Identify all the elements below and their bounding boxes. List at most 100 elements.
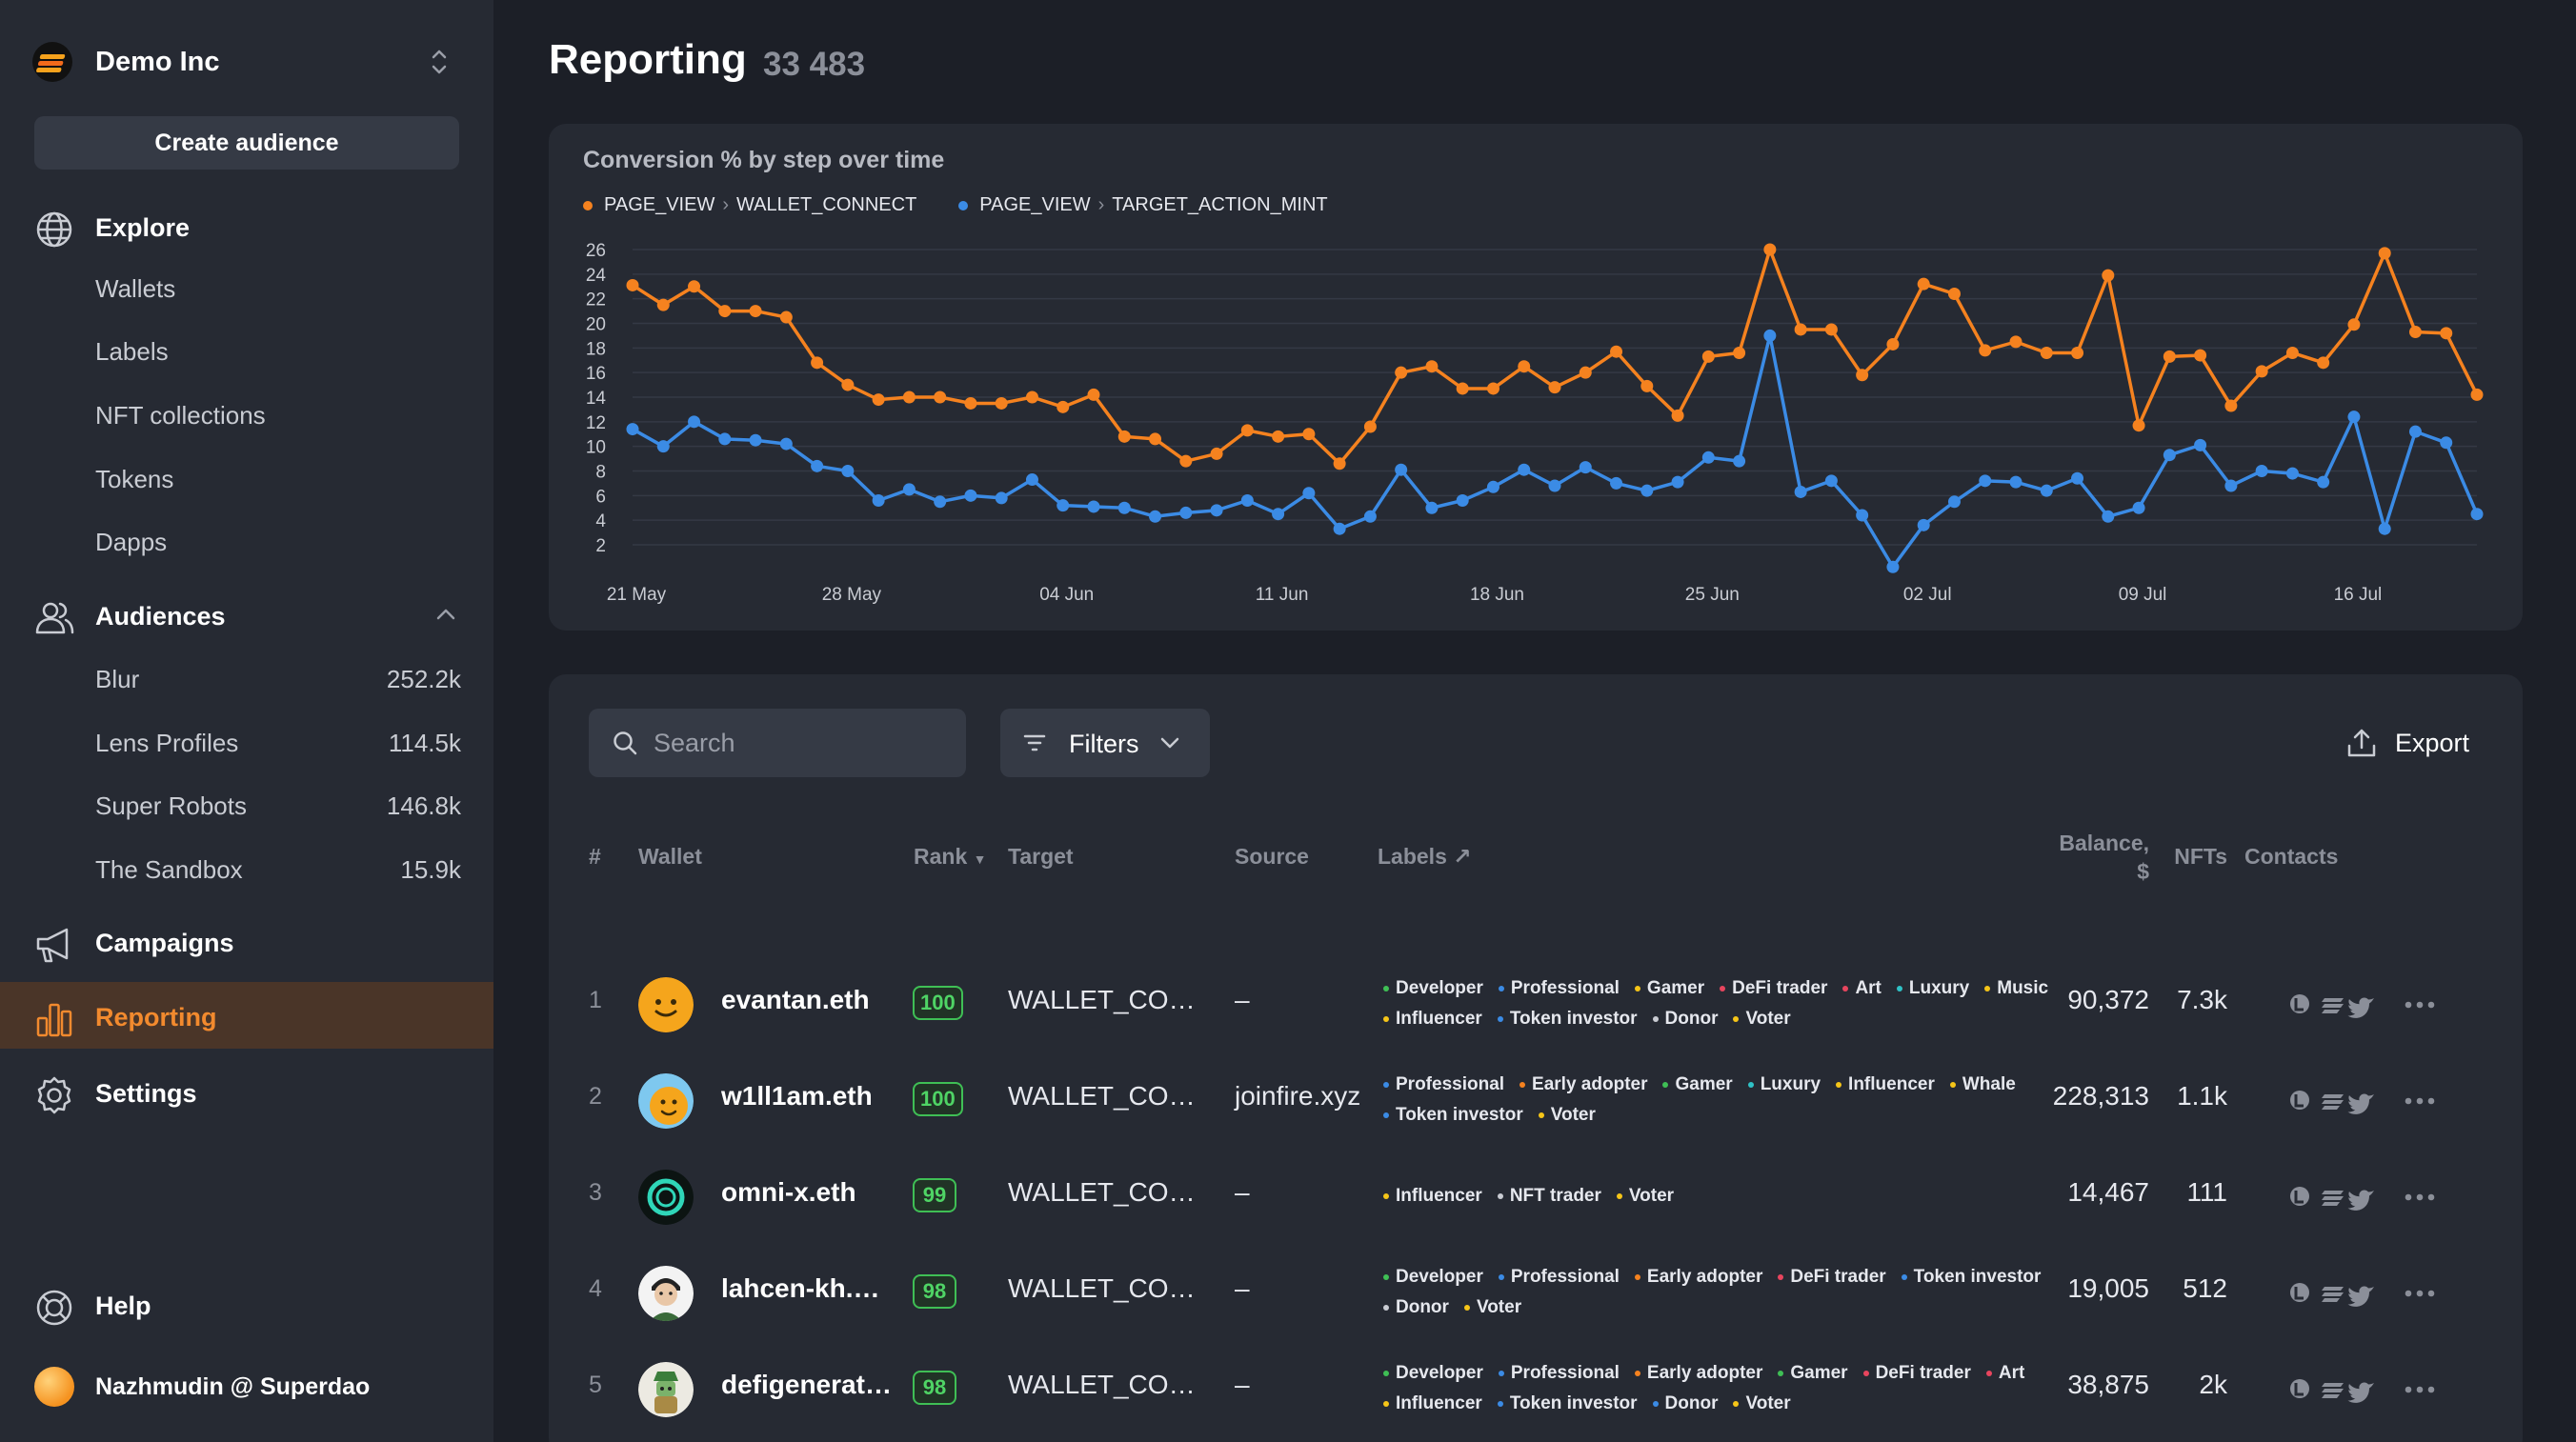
wallet-label-chip[interactable]: Professional <box>1383 1074 1504 1095</box>
more-dots-icon <box>2405 1193 2435 1201</box>
export-button[interactable]: Export <box>2345 716 2469 770</box>
wallet-label-chip[interactable]: Developer <box>1383 1267 1483 1288</box>
audience-item-super-robots[interactable]: Super Robots 146.8k <box>95 791 461 833</box>
search-input[interactable] <box>654 722 949 764</box>
table-row[interactable]: 2 w1ll1am.eth 100 WALLET_CONNECT joinfire.xy… <box>549 1052 2523 1148</box>
wallet-label-chip[interactable]: Luxury <box>1747 1074 1821 1095</box>
label-dot <box>1862 1371 1869 1376</box>
wallet-label-chip[interactable]: Luxury <box>1896 978 1969 999</box>
wallet-label-chip[interactable]: DeFi trader <box>1778 1267 1886 1288</box>
search-box[interactable] <box>589 709 966 777</box>
label-dot <box>1463 1305 1470 1311</box>
chevron-updown-icon[interactable] <box>429 46 450 78</box>
wallet-label-chip[interactable]: DeFi trader <box>1720 978 1827 999</box>
wallet-label-chip[interactable]: Professional <box>1498 1363 1620 1384</box>
nav-campaigns[interactable]: Campaigns <box>0 908 493 974</box>
wallet-label-chip[interactable]: Token investor <box>1383 1105 1523 1126</box>
wallet-label-chip[interactable]: NFT trader <box>1497 1186 1601 1207</box>
balance-value: 228,313 <box>2052 1081 2149 1111</box>
y-tick-label: 20 <box>586 315 606 335</box>
wallet-label-chip[interactable]: Donor <box>1652 1393 1718 1414</box>
wallet-label-chip[interactable]: Gamer <box>1662 1074 1733 1095</box>
table-row[interactable]: 4 lahcen-kh.eth 98 WALLET_CONNECT– Developer… <box>549 1245 2523 1340</box>
wallet-label-chip[interactable]: Donor <box>1652 1009 1718 1030</box>
audience-item-lens-profiles[interactable]: Lens Profiles 114.5k <box>95 729 461 771</box>
nav-help[interactable]: Help <box>0 1271 493 1337</box>
contacts-icons[interactable] <box>2286 987 2458 1021</box>
table-row[interactable]: 5 defigenerator.eth 98 WALLET_CONNECT– Devel… <box>549 1341 2523 1436</box>
wallet-name[interactable]: lahcen-kh.eth <box>721 1273 893 1303</box>
wallet-label-chip[interactable]: Voter <box>1538 1105 1596 1126</box>
header-wallet[interactable]: Wallet <box>638 844 702 869</box>
nav-item-nft-collections[interactable]: NFT collections <box>95 401 461 443</box>
header-target[interactable]: Target <box>1008 844 1074 869</box>
header-balance[interactable]: Balance, $ <box>2059 829 2149 886</box>
wallet-name[interactable]: defigenerator.eth <box>721 1370 893 1399</box>
wallet-label-chip[interactable]: Art <box>1985 1363 2024 1384</box>
header-labels[interactable]: Labels ↗ <box>1378 844 1472 870</box>
org-switcher[interactable]: Demo Inc <box>32 38 461 86</box>
contacts-icons[interactable] <box>2286 1275 2458 1310</box>
wallet-label-chip[interactable]: Gamer <box>1778 1363 1848 1384</box>
filters-button[interactable]: Filters <box>1000 709 1210 777</box>
wallet-label-chip[interactable]: Voter <box>1733 1009 1791 1030</box>
wallet-label-chip[interactable]: Gamer <box>1634 978 1704 999</box>
wallet-label-chip[interactable]: Token investor <box>1497 1009 1638 1030</box>
nav-item-dapps[interactable]: Dapps <box>95 528 461 570</box>
wallet-name[interactable]: evantan.eth <box>721 985 870 1014</box>
nav-explore[interactable]: Explore <box>0 192 493 259</box>
table-row[interactable]: 3 omni-x.eth 99 WALLET_CONNECT– Influencer NF… <box>549 1149 2523 1244</box>
nav-item-tokens[interactable]: Tokens <box>95 465 461 507</box>
wallet-label-chip[interactable]: Early adopter <box>1519 1074 1647 1095</box>
data-point <box>1886 337 1900 350</box>
chevron-up-icon[interactable] <box>436 608 455 621</box>
data-point <box>1333 522 1346 535</box>
label-dot <box>1985 1371 1992 1376</box>
header-nfts[interactable]: NFTs <box>2174 844 2227 869</box>
wallet-label-chip[interactable]: Influencer <box>1383 1186 1482 1207</box>
twitter-icon <box>2347 1093 2374 1114</box>
audience-item-blur[interactable]: Blur 252.2k <box>95 665 461 707</box>
wallet-label-chip[interactable]: Early adopter <box>1634 1267 1762 1288</box>
legend-item-target-action-mint[interactable]: PAGE_VIEW › TARGET_ACTION_MINT <box>958 194 1328 216</box>
wallet-label-chip[interactable]: Developer <box>1383 978 1483 999</box>
nav-settings[interactable]: Settings <box>0 1058 493 1125</box>
nav-reporting[interactable]: Reporting <box>0 982 493 1049</box>
wallet-label-chip[interactable]: Art <box>1842 978 1882 999</box>
wallet-label-chip[interactable]: Influencer <box>1383 1009 1482 1030</box>
contacts-icons[interactable] <box>2286 1372 2458 1406</box>
wallet-label-chip[interactable]: DeFi trader <box>1862 1363 1971 1384</box>
user-avatar <box>34 1367 74 1407</box>
wallet-label-chip[interactable]: Professional <box>1498 1267 1620 1288</box>
audience-item-the-sandbox[interactable]: The Sandbox 15.9k <box>95 855 461 897</box>
wallet-label-chip[interactable]: Donor <box>1383 1297 1449 1318</box>
contacts-icons[interactable] <box>2286 1179 2458 1213</box>
wallet-label-chip[interactable]: Professional <box>1498 978 1620 999</box>
wallet-label-chip[interactable]: Early adopter <box>1634 1363 1762 1384</box>
create-audience-button[interactable]: Create audience <box>34 116 459 170</box>
contacts-icons[interactable] <box>2286 1083 2458 1117</box>
nav-audiences[interactable]: Audiences <box>0 581 493 648</box>
header-rank[interactable]: Rank ▼ <box>914 844 987 870</box>
y-tick-label: 10 <box>586 438 606 458</box>
wallet-label-chip[interactable]: Voter <box>1733 1393 1791 1414</box>
user-profile[interactable]: Nazhmudin @ Superdao <box>0 1354 493 1421</box>
wallet-label-chip[interactable]: Voter <box>1463 1297 1521 1318</box>
wallet-label-chip[interactable]: Token investor <box>1901 1267 2041 1288</box>
wallet-label-chip[interactable]: Developer <box>1383 1363 1483 1384</box>
wallet-label-chip[interactable]: Influencer <box>1383 1393 1482 1414</box>
wallet-label-chip[interactable]: Voter <box>1616 1186 1674 1207</box>
wallet-label-chip[interactable]: Influencer <box>1836 1074 1935 1095</box>
nav-item-label: Dapps <box>95 528 168 556</box>
wallet-label-chip[interactable]: Whale <box>1949 1074 2016 1095</box>
nav-item-labels[interactable]: Labels <box>95 337 461 379</box>
wallet-label-chip[interactable]: Token investor <box>1497 1393 1638 1414</box>
nav-item-wallets[interactable]: Wallets <box>95 274 461 316</box>
wallet-name[interactable]: w1ll1am.eth <box>721 1081 873 1111</box>
wallet-name[interactable]: omni-x.eth <box>721 1177 856 1207</box>
legend-item-wallet-connect[interactable]: PAGE_VIEW › WALLET_CONNECT <box>583 194 916 216</box>
table-row[interactable]: 1 evantan.eth 100 WALLET_CONNECT– Developer P… <box>549 956 2523 1051</box>
wallet-label-chip[interactable]: Music <box>1984 978 2048 999</box>
globe-icon <box>36 211 72 248</box>
header-source[interactable]: Source <box>1235 844 1309 869</box>
